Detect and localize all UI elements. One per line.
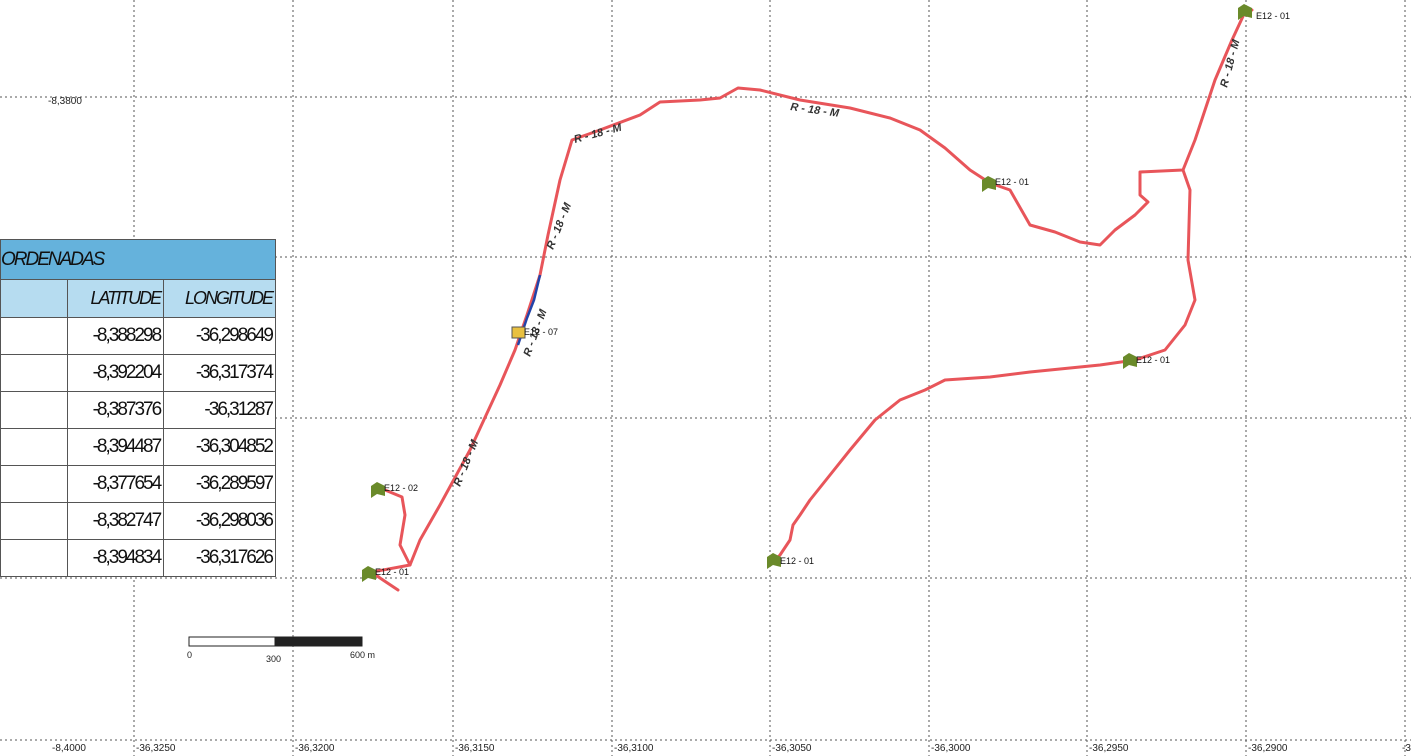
latitude-cell: -8,394487 [67,428,165,466]
marker-label: E12 - 01 [1256,11,1290,21]
longitude-cell: -36,298036 [163,502,276,540]
row-index [0,391,69,429]
latitude-cell: -8,392204 [67,354,165,392]
flag-icon [362,566,376,582]
row-index [0,502,69,540]
marker-label: E12 - 07 [524,327,558,337]
marker-label: E12 - 01 [1136,355,1170,365]
table-row: -8,388298 -36,298649 [0,317,276,355]
scale-label-600: 600 m [350,650,375,660]
longitude-cell: -36,31287 [163,391,276,429]
marker-label: E12 - 01 [375,567,409,577]
lon-label-3: -36,3150 [455,743,495,754]
scale-bar: 0 300 600 m [187,636,375,664]
scale-label-0: 0 [187,650,192,660]
marker-e12-01-east[interactable]: E12 - 01 [1123,353,1170,369]
marker-e12-07[interactable]: E12 - 07 [511,326,558,339]
lon-label-8: -36,2900 [1248,743,1288,754]
lon-label-7: -36,2950 [1089,743,1129,754]
table-title: ORDENADAS [0,239,276,280]
column-header-latitude: LATITUDE [67,279,165,318]
longitude-cell: -36,317626 [163,539,276,577]
longitude-cell: -36,304852 [163,428,276,466]
latitude-cell: -8,377654 [67,465,165,503]
latitude-cell: -8,387376 [67,391,165,429]
flag-icon [371,482,385,498]
table-row: -8,377654 -36,289597 [0,465,276,503]
row-index [0,317,69,355]
marker-e12-01-north[interactable]: E12 - 01 [1238,4,1290,21]
route-label: R - 18 - M [452,438,482,489]
marker-label: E12 - 01 [780,556,814,566]
lon-label-9: -3 [1402,743,1411,754]
route-branch-east[interactable] [771,168,1197,564]
route[interactable] [370,8,1254,592]
flag-icon [982,176,996,192]
route-branch-west[interactable] [383,488,412,567]
marker-e12-02[interactable]: E12 - 02 [371,482,418,498]
building-icon [511,326,526,339]
marker-e12-01-ne[interactable]: E12 - 01 [982,176,1029,192]
lon-label-6: -36,3000 [931,743,971,754]
lon-label-2: -36,3200 [295,743,335,754]
table-row: -8,394487 -36,304852 [0,428,276,466]
scale-label-300: 300 [266,654,281,664]
latitude-cell: -8,382747 [67,502,165,540]
lon-label-1: -36,3250 [136,743,176,754]
longitude-cell: -36,298649 [163,317,276,355]
lat-label-top: -8,3800 [48,96,82,107]
marker-label: E12 - 01 [995,177,1029,187]
coordinates-table: ORDENADAS LATITUDE LONGITUDE -8,388298 -… [0,239,276,577]
lon-label-4: -36,3100 [614,743,654,754]
table-row: -8,394834 -36,317626 [0,539,276,577]
table-row: -8,387376 -36,31287 [0,391,276,429]
row-index [0,539,69,577]
route-main[interactable] [370,8,1254,592]
flag-icon [1238,4,1252,20]
table-row: -8,392204 -36,317374 [0,354,276,392]
marker-e12-01-sw[interactable]: E12 - 01 [362,566,409,582]
longitude-cell: -36,317374 [163,354,276,392]
latitude-cell: -8,388298 [67,317,165,355]
longitude-cell: -36,289597 [163,465,276,503]
flag-icon [767,553,781,569]
column-header-longitude: LONGITUDE [163,279,276,318]
marker-label: E12 - 02 [384,483,418,493]
route-label: R - 18 - M [573,121,624,145]
lat-label-bottom: -8,4000 [52,743,86,754]
marker-e12-01-south[interactable]: E12 - 01 [767,553,814,569]
row-index [0,428,69,466]
column-header-index [0,279,69,318]
row-index [0,465,69,503]
flag-icon [1123,353,1137,369]
table-row: -8,382747 -36,298036 [0,502,276,540]
latitude-cell: -8,394834 [67,539,165,577]
lon-label-5: -36,3050 [772,743,812,754]
row-index [0,354,69,392]
